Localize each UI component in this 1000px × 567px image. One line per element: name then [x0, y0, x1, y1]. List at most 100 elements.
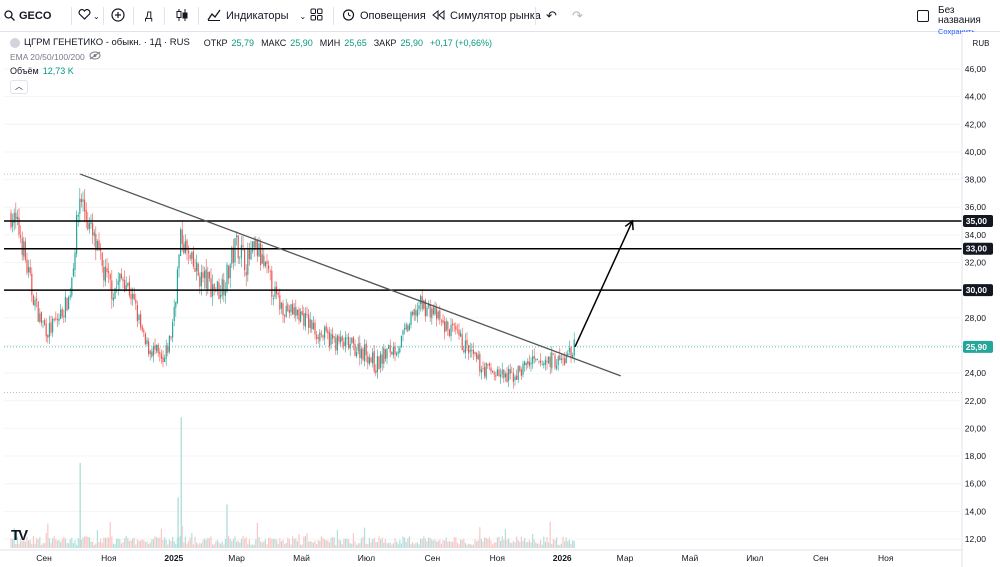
- candle-body: [106, 268, 108, 273]
- layout-toggle[interactable]: [917, 0, 929, 32]
- candle-body: [304, 312, 307, 327]
- toolbar-divider: [133, 7, 134, 25]
- candle-body: [367, 356, 369, 364]
- candle-body: [103, 266, 105, 281]
- open-value: 25,79: [231, 38, 255, 48]
- volume-bar: [455, 537, 457, 548]
- candle-body: [119, 273, 121, 282]
- candle-body: [269, 270, 271, 272]
- volume-bar: [482, 541, 484, 548]
- volume-bar: [207, 538, 209, 548]
- volume-bar: [311, 541, 313, 548]
- interval-button[interactable]: Д: [145, 10, 153, 22]
- volume-bar: [95, 543, 97, 548]
- save-layout[interactable]: Без названия Сохранить: [938, 6, 998, 36]
- candle-body: [64, 296, 67, 318]
- candle-body: [549, 356, 551, 368]
- candle-body: [439, 310, 441, 320]
- volume-bar: [413, 544, 415, 548]
- toolbar-divider: [71, 7, 72, 25]
- layouts-button[interactable]: [310, 0, 323, 32]
- candle-body: [96, 240, 99, 250]
- redo-button[interactable]: ↷: [572, 0, 583, 32]
- volume-bar: [428, 537, 430, 548]
- volume-bar: [436, 541, 438, 548]
- price-chart[interactable]: RUB 46,00 44,00 42,00 40,00 38,00 36,00 34,00 32…: [0, 32, 1000, 567]
- volume-bar: [276, 539, 278, 548]
- volume-bar: [532, 534, 534, 548]
- candle-body: [127, 282, 129, 286]
- candle-body: [29, 267, 31, 274]
- candle-body: [223, 279, 225, 295]
- candle-body: [312, 322, 315, 330]
- save-link[interactable]: Сохранить: [938, 27, 976, 36]
- candle-body: [415, 310, 417, 316]
- eye-crossed-icon[interactable]: [89, 50, 101, 64]
- volume-bar: [160, 528, 163, 548]
- candle-body: [255, 240, 257, 248]
- volume-bar: [80, 539, 83, 548]
- volume-bar: [492, 544, 494, 548]
- candle-body: [141, 326, 143, 331]
- favorite-button[interactable]: ⌄: [78, 0, 100, 32]
- volume-bar: [524, 538, 526, 548]
- time-axis: Сен Ноя 2025 Мар Май Июл Сен Ноя 2026 Мар Май Июл Се…: [0, 549, 962, 563]
- candle-body: [562, 358, 564, 360]
- candle-body: [532, 356, 534, 364]
- volume-bar: [356, 544, 358, 548]
- candle-body: [149, 350, 151, 355]
- candle-body: [172, 322, 174, 338]
- candle-body: [168, 335, 171, 352]
- volume-bar: [354, 541, 356, 548]
- volume-bar: [304, 536, 307, 548]
- collapse-legend-button[interactable]: ︿: [10, 80, 28, 94]
- price-tick-label: 12,00: [965, 534, 987, 544]
- volume-bar: [48, 538, 51, 548]
- candle-body: [410, 311, 412, 325]
- compare-button[interactable]: [111, 0, 125, 32]
- candle-body: [234, 238, 236, 263]
- candle-body: [87, 220, 89, 230]
- volume-bar: [471, 544, 473, 548]
- candle-body: [164, 358, 166, 362]
- volume-bar: [514, 542, 516, 548]
- volume-bar: [85, 536, 87, 548]
- candle-body: [383, 347, 385, 364]
- candle-body: [453, 324, 455, 326]
- candle-body: [154, 345, 156, 350]
- volume-bar: [298, 534, 300, 548]
- candle-body: [92, 223, 94, 235]
- candle-body: [274, 286, 276, 297]
- candle-body: [298, 309, 300, 321]
- candle-body: [116, 286, 118, 288]
- volume-bar: [484, 537, 486, 548]
- legend-ema-row[interactable]: EMA 20/50/100/200: [10, 50, 495, 64]
- candle-body: [504, 373, 507, 378]
- volume-bar: [162, 539, 164, 548]
- low-value: 25,65: [344, 38, 367, 48]
- candle-body: [431, 308, 433, 319]
- replay-button[interactable]: Симулятор рынка: [432, 0, 541, 32]
- symbol-search[interactable]: GECO: [4, 0, 70, 32]
- volume-bar: [452, 541, 454, 548]
- undo-button[interactable]: ↶: [546, 0, 557, 32]
- price-tick-label: 40,00: [965, 147, 987, 157]
- candle-body: [77, 214, 79, 217]
- volume-bar: [389, 542, 391, 548]
- alerts-button[interactable]: Оповещения: [342, 0, 426, 32]
- indicators-button[interactable]: Индикаторы ⌄: [207, 0, 306, 32]
- chart-type-button[interactable]: [175, 0, 189, 32]
- volume-bar: [544, 541, 547, 548]
- candle-body: [368, 357, 371, 364]
- volume-bar: [488, 537, 491, 548]
- volume-bar: [344, 538, 347, 548]
- volume-bar: [10, 538, 12, 548]
- volume-bar: [285, 542, 287, 548]
- chart-area[interactable]: RUB 46,00 44,00 42,00 40,00 38,00 36,00 34,00 32…: [0, 32, 1000, 567]
- volume-bar: [178, 536, 180, 548]
- candle-body: [133, 294, 135, 300]
- volume-bar: [440, 543, 443, 548]
- volume-bar: [61, 539, 63, 548]
- candle-body: [60, 309, 62, 320]
- redo-icon: ↷: [572, 8, 583, 23]
